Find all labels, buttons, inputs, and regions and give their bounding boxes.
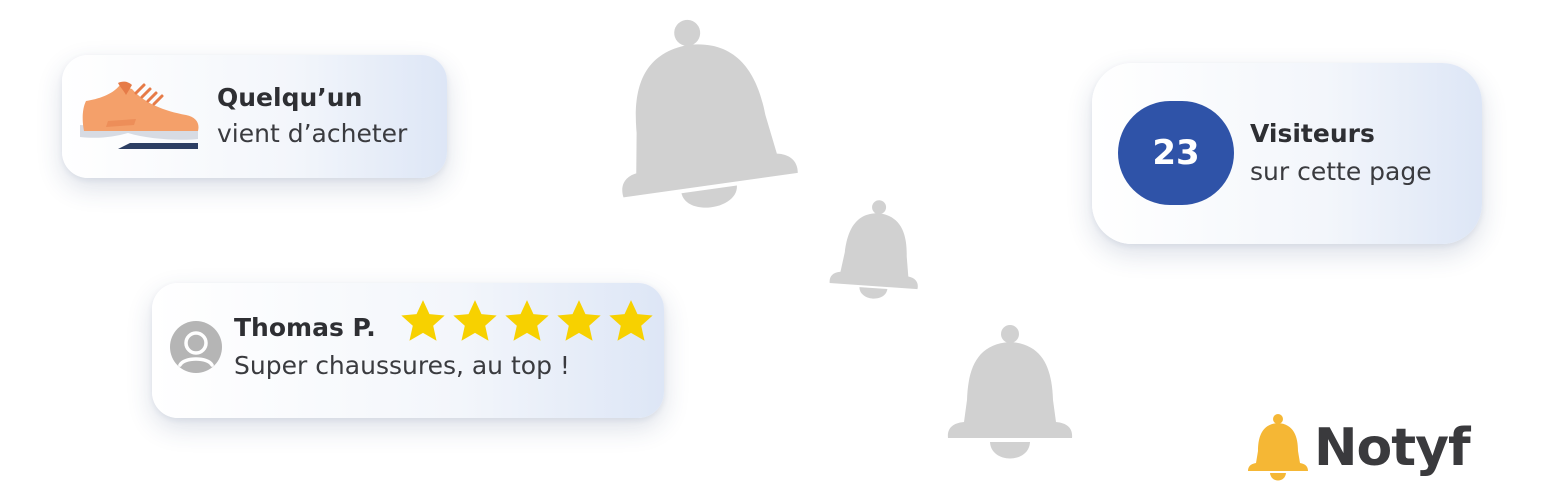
bell-decor-small-icon	[829, 200, 918, 299]
purchase-notification[interactable]: Quelqu’un vient d’acheter	[62, 55, 447, 178]
star-icon	[609, 300, 653, 341]
visitors-title: Visiteurs	[1250, 119, 1375, 148]
visitors-notification[interactable]: 23 Visiteurs sur cette page	[1092, 63, 1482, 244]
purchase-title: Quelqu’un	[217, 83, 363, 112]
visitor-count-badge: 23	[1118, 101, 1234, 205]
bell-icon	[1248, 414, 1308, 481]
review-notification[interactable]: Thomas P. Super chaussures, au top !	[152, 283, 664, 418]
notyf-logo: Notyf	[1246, 412, 1471, 484]
visitors-subtitle: sur cette page	[1250, 157, 1432, 186]
bell-decor-medium-icon	[947, 325, 1073, 459]
star-icon	[505, 300, 549, 341]
shoe-icon	[80, 81, 199, 149]
star-icon	[557, 300, 601, 341]
star-rating	[398, 297, 656, 347]
brand-name: Notyf	[1314, 418, 1471, 478]
review-text: Super chaussures, au top !	[234, 351, 570, 380]
star-icon	[401, 300, 445, 341]
purchase-subtitle: vient d’acheter	[217, 119, 408, 148]
star-icon	[453, 300, 497, 341]
reviewer-name: Thomas P.	[234, 313, 376, 342]
user-avatar-icon	[170, 321, 222, 373]
bell-decor-large-icon	[622, 19, 798, 208]
